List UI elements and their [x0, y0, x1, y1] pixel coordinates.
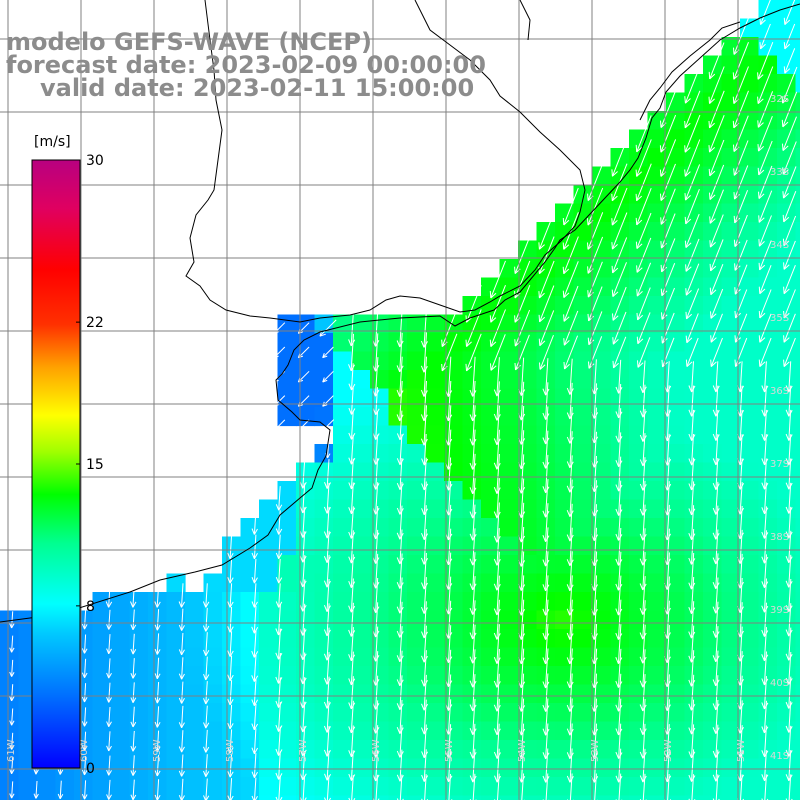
longitude-label: 54W: [517, 739, 528, 762]
longitude-labels: 61W 60W 59W 58W 57W 56W 55W 54W 53W 52W 51W: [6, 739, 747, 762]
longitude-label: 56W: [371, 739, 382, 762]
longitude-label: 52W: [663, 739, 674, 762]
latitude-labels: 32S 33S 34S 35S 36S 37S 38S 39S 40S 41S: [770, 94, 789, 762]
longitude-label: 51W: [736, 739, 747, 762]
title-model: modelo GEFS-WAVE (NCEP): [6, 28, 372, 56]
longitude-label: 58W: [225, 739, 236, 762]
latitude-label: 40S: [770, 678, 789, 689]
wind-vectors: [9, 0, 798, 800]
longitude-label: 60W: [79, 739, 90, 762]
latitude-label: 38S: [770, 532, 789, 543]
colorbar-tick-label: 8: [86, 599, 95, 615]
title-forecast-date: forecast date: 2023-02-09 00:00:00: [6, 51, 486, 79]
latitude-label: 41S: [770, 751, 789, 762]
latitude-label: 39S: [770, 605, 789, 616]
latitude-label: 33S: [770, 167, 789, 178]
latitude-label: 32S: [770, 94, 789, 105]
title-valid-date: valid date: 2023-02-11 15:00:00: [40, 74, 474, 102]
longitude-label: 59W: [152, 739, 163, 762]
colorbar-gradient: [31, 159, 81, 769]
colorbar-tick-label: 15: [86, 457, 104, 473]
colorbar-tick-label: 0: [86, 761, 95, 777]
latitude-label: 34S: [770, 240, 789, 251]
longitude-label: 57W: [298, 739, 309, 762]
colorbar-unit: [m/s]: [34, 134, 71, 150]
longitude-label: 61W: [6, 739, 17, 762]
latitude-label: 37S: [770, 459, 789, 470]
longitude-label: 53W: [590, 739, 601, 762]
colorbar: [m/s] 30 22 15 8 0: [31, 134, 104, 777]
map-title: modelo GEFS-WAVE (NCEP) forecast date: 2…: [6, 28, 486, 102]
latitude-label: 35S: [770, 313, 789, 324]
colorbar-ticks: 30 22 15 8 0: [76, 153, 104, 777]
colorbar-tick-label: 30: [86, 153, 104, 169]
latitude-label: 36S: [770, 386, 789, 397]
coastline: [0, 0, 800, 623]
longitude-label: 55W: [444, 739, 455, 762]
colorbar-tick-label: 22: [86, 315, 104, 331]
